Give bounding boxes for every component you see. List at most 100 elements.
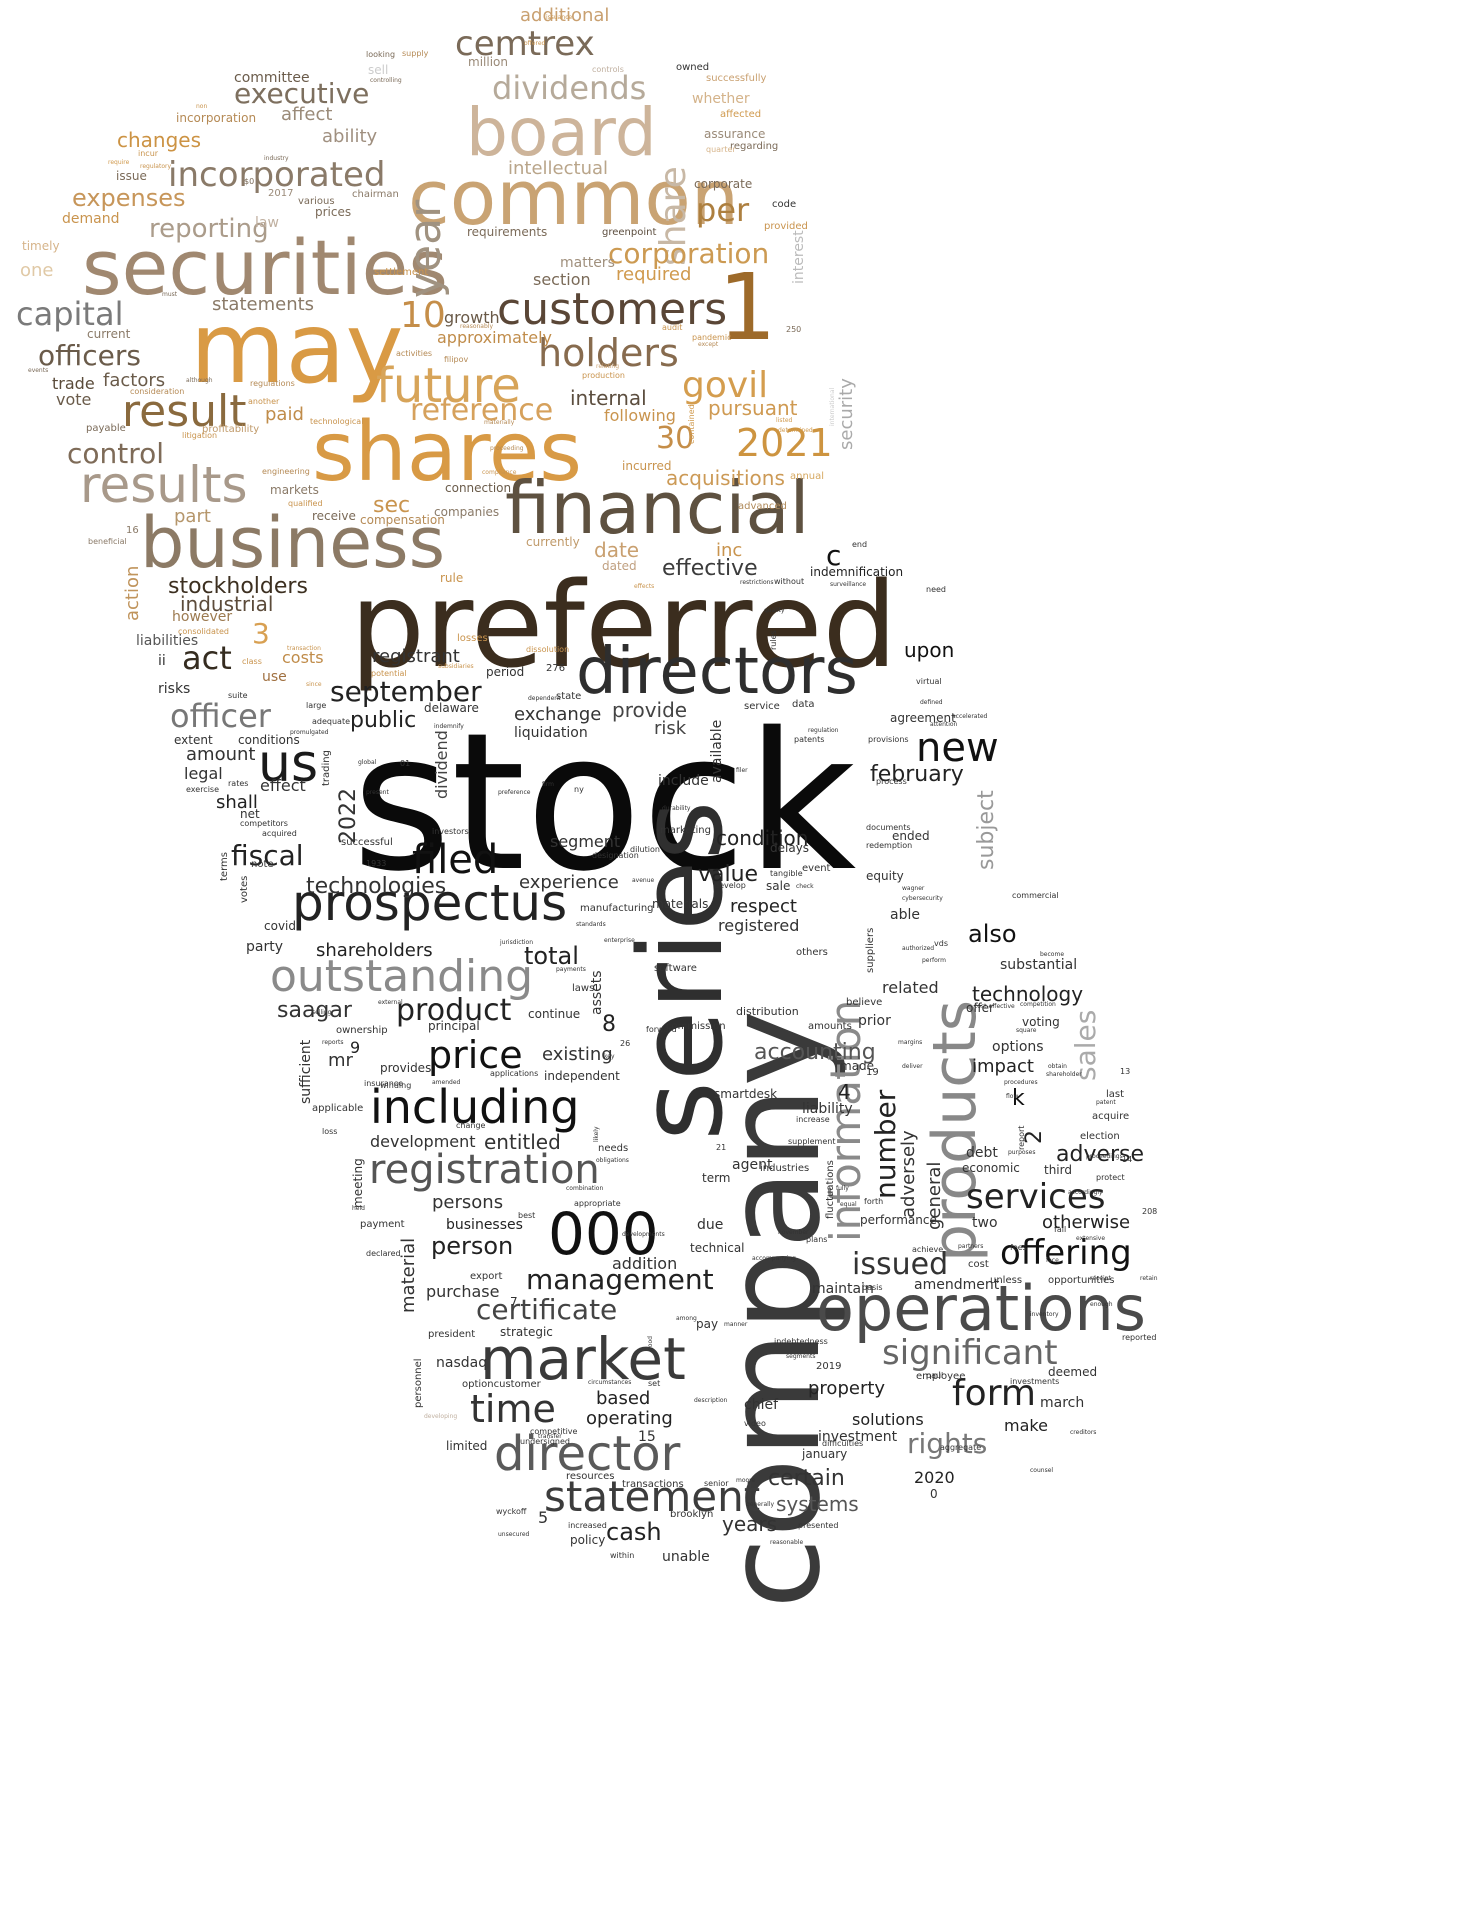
- word-delays: delays: [770, 841, 810, 855]
- word-based: based: [596, 1388, 651, 1409]
- word-among: among: [676, 1315, 697, 1322]
- word-senior: senior: [704, 1479, 729, 1488]
- word-year: year: [400, 199, 451, 298]
- word-otherwise: otherwise: [1042, 1212, 1131, 1233]
- word-dilution: dilution: [630, 845, 660, 854]
- word-best: best: [518, 1211, 536, 1220]
- word-development: development: [370, 1132, 476, 1151]
- word-flow: flow: [1006, 1093, 1019, 1100]
- word-obligations: obligations: [596, 1157, 629, 1164]
- word-adverse: adverse: [1056, 1142, 1145, 1167]
- word-laws: laws: [572, 983, 595, 994]
- word-fail: fail: [1054, 1225, 1067, 1234]
- word-suppliers: suppliers: [865, 927, 876, 973]
- word-following: following: [604, 406, 676, 425]
- word-dividend: dividend: [432, 730, 451, 799]
- word-statement: statement: [544, 1472, 761, 1521]
- word-inventory: inventory: [1030, 1311, 1059, 1318]
- word-liquidation: liquidation: [514, 725, 588, 741]
- word-moore: moore: [736, 1477, 756, 1484]
- word-firm: firm: [542, 781, 554, 788]
- word-suite: suite: [228, 691, 248, 700]
- word-distribution: distribution: [736, 1005, 799, 1018]
- word-shareholder: shareholder: [1046, 1071, 1082, 1078]
- word-unless: unless: [990, 1275, 1023, 1286]
- word-new: new: [916, 725, 999, 771]
- word-committee: committee: [234, 70, 310, 86]
- word-competitors: competitors: [240, 819, 288, 828]
- word-regarding: regarding: [730, 141, 779, 152]
- word-preferred: preferred: [350, 556, 898, 694]
- word-class: class: [242, 657, 262, 666]
- word-competition: competition: [1020, 1001, 1056, 1008]
- word-provisions: provisions: [868, 735, 909, 744]
- word-ended: ended: [892, 829, 930, 843]
- word-compensation: compensation: [360, 513, 445, 527]
- word-ability: ability: [322, 126, 378, 147]
- word-since: since: [306, 681, 322, 688]
- word-assurance: assurance: [704, 127, 766, 141]
- word-incorporation: incorporation: [176, 111, 257, 125]
- word-dividends: dividends: [492, 69, 647, 107]
- word-risk: risk: [654, 718, 687, 739]
- word-another: another: [248, 397, 280, 406]
- word-prices: prices: [315, 205, 352, 219]
- word-proceedings: proceedings: [1086, 1153, 1123, 1160]
- word-investments: investments: [1010, 1377, 1060, 1386]
- word-1: 1: [718, 254, 777, 361]
- word-adequate: adequate: [312, 717, 351, 726]
- word-basis: basis: [862, 1283, 883, 1292]
- word-transactions: transactions: [622, 1479, 684, 1490]
- word-inc: inc: [716, 540, 743, 561]
- word-made: made: [840, 1059, 875, 1073]
- word-13: 13: [1120, 1067, 1131, 1076]
- word-quality: quality: [764, 607, 785, 614]
- word-ownership: ownership: [336, 1025, 388, 1036]
- word-industries: industries: [760, 1163, 810, 1174]
- word-16: 16: [126, 525, 139, 536]
- word-achieve: achieve: [912, 1245, 944, 1254]
- word-interest: interest: [791, 230, 807, 284]
- word-terms: terms: [219, 852, 230, 881]
- word-adversely: adversely: [898, 1130, 919, 1218]
- word-pursuant: pursuant: [708, 396, 798, 420]
- word-exercise: exercise: [186, 785, 220, 794]
- word-internal: internal: [570, 386, 647, 410]
- word-restrictions: restrictions: [740, 579, 774, 586]
- word-years: years: [722, 1512, 778, 1536]
- word-value: value: [698, 862, 759, 887]
- word--0: $0: [244, 177, 255, 186]
- word-difficulties: difficulties: [822, 1439, 864, 1448]
- word-19: 19: [866, 1067, 879, 1078]
- word-outstanding: outstanding: [270, 951, 534, 1002]
- word-meeting: meeting: [351, 1158, 365, 1208]
- word-mr: mr: [328, 1050, 353, 1071]
- word-selling: selling: [312, 1009, 332, 1016]
- word-section: section: [533, 270, 591, 289]
- word-8: 8: [602, 1012, 616, 1037]
- word-incur: incur: [138, 149, 159, 158]
- word-deliver: deliver: [902, 1063, 923, 1070]
- word-receive: receive: [312, 509, 356, 523]
- word-avenue: avenue: [632, 877, 655, 884]
- word-existing: existing: [542, 1044, 613, 1065]
- word-partners: partners: [958, 1243, 984, 1250]
- word-govil: govil: [682, 365, 769, 406]
- word-end: end: [852, 540, 868, 549]
- word-certain: certain: [768, 1466, 845, 1491]
- word-ny: ny: [574, 785, 584, 794]
- word-respect: respect: [730, 896, 797, 917]
- word-deemed: deemed: [1048, 1365, 1098, 1379]
- word-factors: factors: [103, 370, 166, 391]
- word-financial: financial: [505, 466, 810, 550]
- word-election: election: [1080, 1131, 1120, 1142]
- word-issuance: issuance: [546, 14, 573, 21]
- word-standards: standards: [576, 921, 606, 928]
- word-business: business: [140, 502, 446, 584]
- word-event: event: [802, 863, 831, 874]
- word-offering: offering: [1000, 1233, 1132, 1273]
- word-14: 14: [1122, 1155, 1133, 1164]
- word-payable: payable: [86, 423, 126, 434]
- word-enough: enough: [1090, 1301, 1113, 1308]
